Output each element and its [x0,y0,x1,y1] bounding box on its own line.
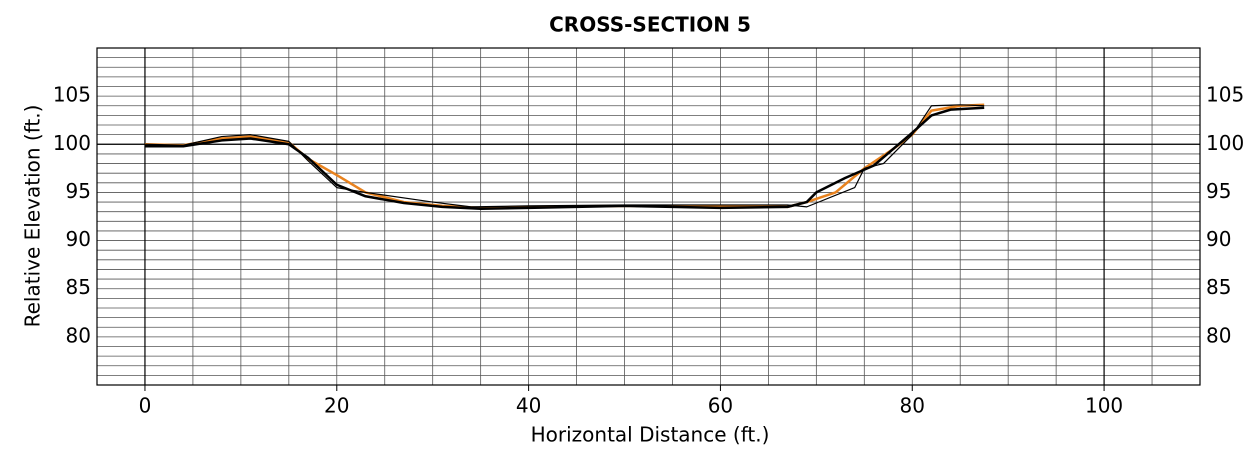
y-axis-label: Relative Elevation (ft.) [21,105,45,328]
x-tick-label: 80 [900,394,925,418]
y2-tick-label: 85 [1206,275,1231,299]
y2-tick-label: 105 [1206,83,1244,107]
y2-tick-label: 95 [1206,179,1231,203]
series-line [144,106,985,211]
y-tick-label: 80 [66,323,91,347]
x-tick-label: 100 [1085,394,1123,418]
y-tick-label: 90 [66,227,91,251]
y2-tick-label: 100 [1206,131,1244,155]
series-line [144,104,985,208]
x-axis-label: Horizontal Distance (ft.) [531,423,770,447]
y-tick-label: 85 [66,275,91,299]
chart-title: CROSS-SECTION 5 [549,13,751,37]
y2-tick-label: 80 [1206,323,1231,347]
plot-frame [96,47,1201,386]
x-tick-label: 20 [324,394,349,418]
y-tick-label: 95 [66,179,91,203]
x-tick-label: 0 [139,394,152,418]
y-tick-label: 100 [53,131,91,155]
y-tick-label: 105 [53,83,91,107]
y2-tick-label: 90 [1206,227,1231,251]
x-tick-label: 40 [516,394,541,418]
x-tick-label: 60 [708,394,733,418]
